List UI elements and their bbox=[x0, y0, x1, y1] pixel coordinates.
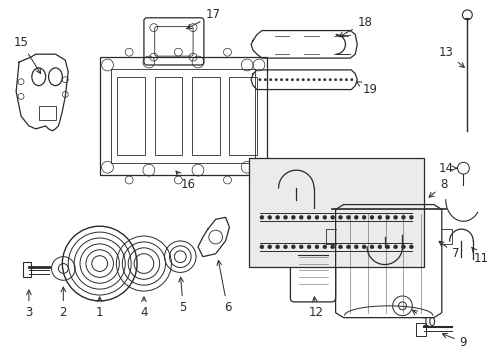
Bar bbox=[415, 323, 425, 336]
Bar bbox=[248, 158, 423, 266]
Circle shape bbox=[302, 78, 304, 81]
Circle shape bbox=[260, 245, 264, 249]
Bar bbox=[117, 77, 144, 156]
Circle shape bbox=[369, 245, 373, 249]
Circle shape bbox=[314, 215, 318, 219]
Circle shape bbox=[346, 215, 350, 219]
Circle shape bbox=[401, 245, 405, 249]
Circle shape bbox=[291, 215, 295, 219]
Circle shape bbox=[408, 215, 412, 219]
Circle shape bbox=[307, 78, 309, 81]
Text: 5: 5 bbox=[178, 277, 186, 314]
Circle shape bbox=[274, 78, 277, 81]
Bar bbox=[23, 262, 31, 277]
Circle shape bbox=[269, 78, 271, 81]
Bar bbox=[39, 106, 56, 120]
Circle shape bbox=[264, 78, 266, 81]
Text: 15: 15 bbox=[14, 36, 41, 73]
Text: 17: 17 bbox=[186, 8, 220, 29]
Text: 4: 4 bbox=[140, 297, 147, 319]
Circle shape bbox=[401, 215, 405, 219]
Circle shape bbox=[283, 215, 287, 219]
Text: 6: 6 bbox=[217, 261, 231, 314]
Circle shape bbox=[306, 245, 310, 249]
Circle shape bbox=[299, 245, 303, 249]
Circle shape bbox=[362, 215, 366, 219]
Circle shape bbox=[299, 215, 303, 219]
Circle shape bbox=[318, 78, 320, 81]
Circle shape bbox=[267, 215, 271, 219]
Circle shape bbox=[338, 215, 342, 219]
Text: 9: 9 bbox=[442, 333, 466, 349]
Text: 8: 8 bbox=[428, 179, 447, 197]
Circle shape bbox=[314, 245, 318, 249]
Text: 3: 3 bbox=[25, 290, 33, 319]
Circle shape bbox=[291, 245, 295, 249]
Bar bbox=[154, 77, 182, 156]
Circle shape bbox=[322, 245, 326, 249]
Text: 2: 2 bbox=[60, 287, 67, 319]
Text: 18: 18 bbox=[338, 16, 372, 37]
Circle shape bbox=[369, 215, 373, 219]
Circle shape bbox=[350, 78, 352, 81]
Circle shape bbox=[267, 245, 271, 249]
Circle shape bbox=[296, 78, 298, 81]
Text: 14: 14 bbox=[437, 162, 456, 175]
Circle shape bbox=[377, 245, 381, 249]
Circle shape bbox=[260, 215, 264, 219]
Text: 10: 10 bbox=[411, 310, 436, 329]
Circle shape bbox=[312, 78, 315, 81]
Bar bbox=[229, 77, 257, 156]
Circle shape bbox=[334, 78, 336, 81]
Circle shape bbox=[283, 245, 287, 249]
Circle shape bbox=[354, 245, 358, 249]
Circle shape bbox=[275, 245, 279, 249]
Circle shape bbox=[330, 215, 334, 219]
Circle shape bbox=[408, 245, 412, 249]
Bar bbox=[192, 77, 219, 156]
Text: 16: 16 bbox=[176, 171, 195, 192]
Circle shape bbox=[385, 245, 389, 249]
Circle shape bbox=[346, 245, 350, 249]
Circle shape bbox=[354, 215, 358, 219]
Text: 12: 12 bbox=[308, 297, 323, 319]
Text: 11: 11 bbox=[470, 247, 488, 265]
Circle shape bbox=[306, 215, 310, 219]
Circle shape bbox=[393, 215, 397, 219]
Circle shape bbox=[385, 215, 389, 219]
Circle shape bbox=[338, 245, 342, 249]
Text: 7: 7 bbox=[438, 241, 458, 260]
Circle shape bbox=[323, 78, 325, 81]
Circle shape bbox=[328, 78, 331, 81]
Circle shape bbox=[258, 78, 261, 81]
Circle shape bbox=[275, 215, 279, 219]
Circle shape bbox=[285, 78, 287, 81]
Circle shape bbox=[280, 78, 282, 81]
Circle shape bbox=[377, 215, 381, 219]
Bar bbox=[100, 57, 266, 175]
Bar bbox=[111, 69, 255, 163]
Circle shape bbox=[330, 245, 334, 249]
Circle shape bbox=[322, 215, 326, 219]
Circle shape bbox=[339, 78, 342, 81]
Circle shape bbox=[290, 78, 293, 81]
Text: 13: 13 bbox=[437, 46, 464, 67]
Text: 19: 19 bbox=[356, 82, 377, 96]
Circle shape bbox=[362, 245, 366, 249]
Circle shape bbox=[393, 245, 397, 249]
Circle shape bbox=[345, 78, 347, 81]
Text: 1: 1 bbox=[96, 297, 103, 319]
